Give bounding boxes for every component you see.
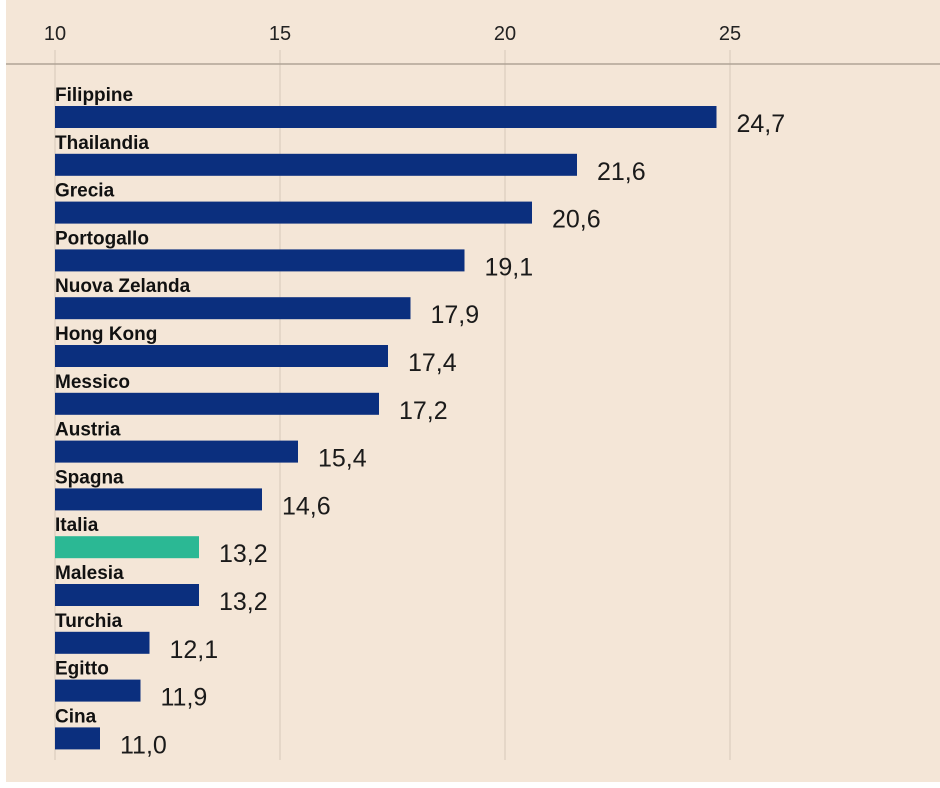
bar-filippine <box>55 106 717 128</box>
value-label: 13,2 <box>219 540 268 568</box>
category-label: Egitto <box>55 659 109 680</box>
value-label: 21,6 <box>597 158 646 186</box>
bar-portogallo <box>55 249 465 272</box>
bar-hong-kong <box>55 345 388 367</box>
bar-spagna <box>55 488 262 511</box>
bar-chart: 10 15 20 25 Filippine 24,7 Thailandia 21,6 Greci… <box>6 23 940 760</box>
bar-egitto <box>55 679 141 702</box>
value-label: 24,7 <box>737 110 786 138</box>
x-tick-label: 20 <box>494 23 516 45</box>
value-label: 11,0 <box>120 731 167 759</box>
category-label: Cina <box>55 706 97 727</box>
bar-thailandia <box>55 153 577 176</box>
category-label: Filippine <box>55 85 133 106</box>
value-label: 14,6 <box>282 492 331 520</box>
category-label: Turchia <box>55 611 123 632</box>
value-label: 20,6 <box>552 206 601 234</box>
x-tick-label: 25 <box>719 23 741 45</box>
value-label: 17,2 <box>399 397 448 425</box>
category-label: Austria <box>55 420 121 441</box>
value-label: 12,1 <box>170 636 219 664</box>
category-label: Thailandia <box>55 133 149 154</box>
category-label: Spagna <box>55 467 124 488</box>
category-label: Hong Kong <box>55 324 157 345</box>
x-tick-label: 10 <box>44 23 66 45</box>
bar-austria <box>55 440 298 463</box>
bar-cina <box>55 727 100 750</box>
bar-turchia <box>55 631 150 654</box>
value-label: 17,4 <box>408 349 457 377</box>
bar-messico <box>55 392 379 415</box>
category-label: Grecia <box>55 181 115 202</box>
category-label: Portogallo <box>55 228 149 249</box>
category-label: Italia <box>55 515 99 536</box>
value-label: 13,2 <box>219 588 268 616</box>
value-label: 19,1 <box>485 253 534 281</box>
value-label: 15,4 <box>318 445 367 473</box>
category-label: Malesia <box>55 563 124 584</box>
value-label: 17,9 <box>431 301 480 329</box>
category-label: Messico <box>55 372 130 393</box>
value-label: 11,9 <box>161 684 208 712</box>
x-tick-label: 15 <box>269 23 291 45</box>
chart-panel: 10 15 20 25 Filippine 24,7 Thailandia 21,6 Greci… <box>6 0 940 782</box>
bar-nuova-zelanda <box>55 297 411 320</box>
bar-grecia <box>55 201 532 224</box>
bar-italia <box>55 536 199 559</box>
bar-malesia <box>55 584 199 606</box>
category-label: Nuova Zelanda <box>55 276 191 297</box>
